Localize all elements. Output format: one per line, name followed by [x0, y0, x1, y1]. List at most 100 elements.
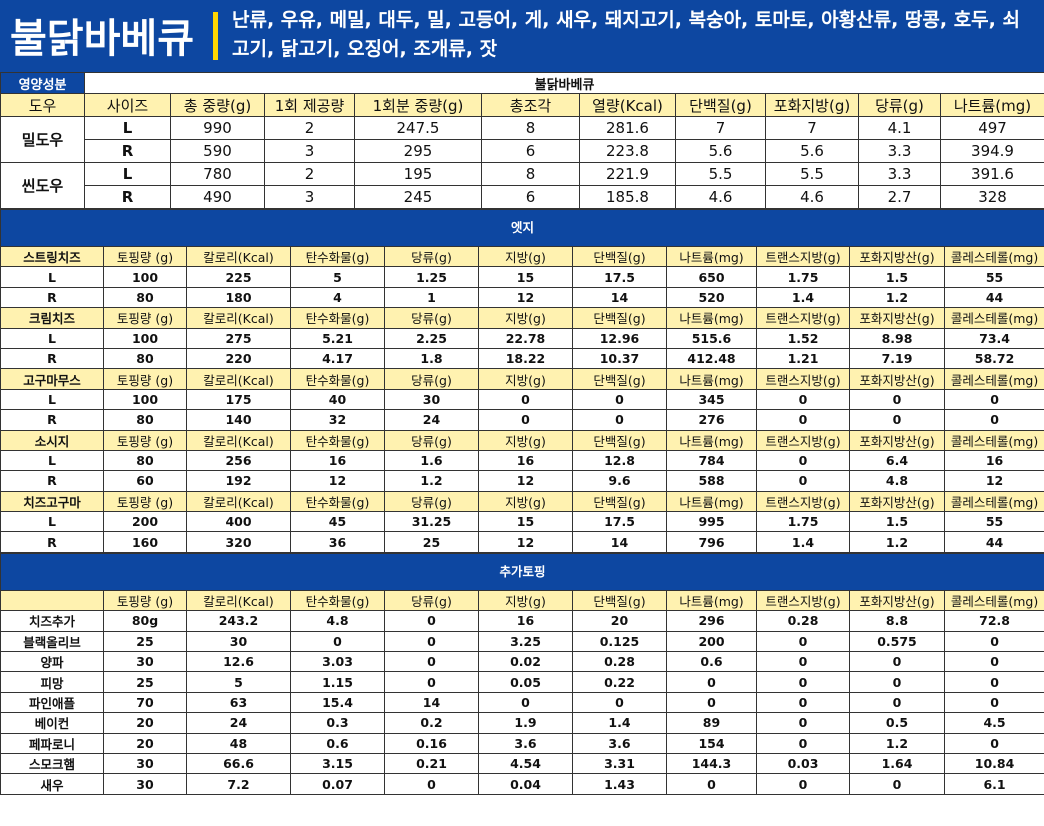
edge-column-header: 토핑량 (g) [103, 429, 187, 451]
value-cell: 1.6 [384, 449, 479, 472]
topping-row: 피망 25 5 1.15 0 0.05 0.22 0 0 0 0 [0, 671, 1044, 693]
value-cell: 1.52 [756, 327, 850, 349]
topping-name: 치즈추가 [0, 610, 104, 632]
value-cell: 4.6 [675, 185, 766, 209]
value-cell: 5.6 [675, 139, 766, 163]
value-cell: 0 [572, 409, 667, 431]
edge-row: R 60 192 12 1.2 12 9.6 588 0 4.8 12 [0, 470, 1044, 492]
edge-column-header: 콜레스테롤(mg) [943, 429, 1044, 451]
value-cell: 72.8 [943, 610, 1044, 632]
value-cell: 8 [481, 162, 580, 186]
value-cell: 18.22 [478, 347, 573, 370]
size-cell: R [84, 185, 171, 209]
value-cell: 0 [756, 470, 850, 492]
pizza-column-header: 당류(g) [858, 93, 941, 117]
size-cell: L [0, 327, 104, 349]
edge-column-header: 포화지방산(g) [849, 429, 945, 451]
topping-column-header: 나트륨(mg) [666, 589, 757, 612]
value-cell: 60 [103, 470, 187, 492]
value-cell: 0 [666, 773, 757, 795]
topping-name: 파인애플 [0, 691, 104, 714]
value-cell: 17.5 [572, 511, 667, 533]
value-cell: 140 [186, 409, 291, 431]
value-cell: 5.5 [675, 162, 766, 186]
value-cell: 0.03 [756, 752, 850, 775]
header-banner: 불닭바베큐 난류, 우유, 메밀, 대두, 밀, 고등어, 게, 새우, 돼지고… [0, 0, 1044, 72]
topping-name: 페파로니 [0, 732, 104, 754]
value-cell: 17.5 [572, 266, 667, 288]
edge-column-header: 지방(g) [478, 307, 573, 329]
value-cell: 1.5 [849, 511, 945, 533]
value-cell: 7.2 [186, 773, 291, 795]
value-cell: 515.6 [666, 327, 757, 349]
edge-column-header: 지방(g) [478, 429, 573, 451]
edge-column-header: 탄수화물(g) [290, 307, 385, 329]
topping-row: 페파로니 20 48 0.6 0.16 3.6 3.6 154 0 1.2 0 [0, 732, 1044, 754]
value-cell: 0 [943, 409, 1044, 431]
value-cell: 80 [103, 286, 187, 309]
value-cell: 0.3 [290, 712, 385, 734]
value-cell: 0.2 [384, 712, 479, 734]
value-cell: 0.125 [572, 630, 667, 653]
value-cell: 24 [384, 409, 479, 431]
edge-column-header: 포화지방산(g) [849, 307, 945, 329]
topping-name: 양파 [0, 651, 104, 673]
value-cell: 1.43 [572, 773, 667, 795]
topping-row: 치즈추가 80g 243.2 4.8 0 16 20 296 0.28 8.8 72.8 [0, 610, 1044, 632]
value-cell: 1.9 [478, 712, 573, 734]
value-cell: 25 [103, 630, 187, 653]
value-cell: 0 [756, 773, 850, 795]
value-cell: 80 [103, 409, 187, 431]
pizza-column-header: 열량(Kcal) [579, 93, 676, 117]
value-cell: 3 [264, 185, 355, 209]
edge-column-header: 콜레스테롤(mg) [943, 245, 1044, 268]
topping-header-row: 토핑량 (g) 칼로리(Kcal) 탄수화물(g) 당류(g) 지방(g) 단백질(g) 나… [0, 589, 1044, 612]
topping-row: 양파 30 12.6 3.03 0 0.02 0.28 0.6 0 0 0 [0, 651, 1044, 673]
value-cell: 200 [666, 630, 757, 653]
value-cell: 14 [572, 531, 667, 553]
value-cell: 195 [354, 162, 482, 186]
value-cell: 3.31 [572, 752, 667, 775]
value-cell: 0 [849, 409, 945, 431]
edge-column-header: 콜레스테롤(mg) [943, 490, 1044, 513]
value-cell: 0 [384, 671, 479, 693]
value-cell: 1.25 [384, 266, 479, 288]
value-cell: 1.4 [756, 286, 850, 309]
size-cell: R [0, 286, 104, 309]
edge-name: 스트링치즈 [0, 245, 104, 268]
edge-column-header: 칼로리(Kcal) [186, 245, 291, 268]
value-cell: 0.28 [572, 651, 667, 673]
edge-row: L 80 256 16 1.6 16 12.8 784 0 6.4 16 [0, 449, 1044, 472]
value-cell: 0 [478, 388, 573, 411]
value-cell: 3.03 [290, 651, 385, 673]
value-cell: 4.8 [849, 470, 945, 492]
value-cell: 12 [478, 470, 573, 492]
topping-name: 피망 [0, 671, 104, 693]
value-cell: 0.6 [666, 651, 757, 673]
value-cell: 0 [572, 388, 667, 411]
topping-row: 블랙올리브 25 30 0 0 3.25 0.125 200 0 0.575 0 [0, 630, 1044, 653]
value-cell: 31.25 [384, 511, 479, 533]
value-cell: 48 [186, 732, 291, 754]
value-cell: 1.8 [384, 347, 479, 370]
value-cell: 0 [384, 630, 479, 653]
value-cell: 1.2 [849, 732, 945, 754]
value-cell: 80 [103, 449, 187, 472]
value-cell: 2 [264, 116, 355, 140]
value-cell: 3.3 [858, 162, 941, 186]
value-cell: 990 [170, 116, 265, 140]
value-cell: 1.64 [849, 752, 945, 775]
edge-column-header: 당류(g) [384, 429, 479, 451]
edge-column-header: 토핑량 (g) [103, 490, 187, 513]
edge-group-header: 치즈고구마 토핑량 (g) 칼로리(Kcal) 탄수화물(g) 당류(g) 지방(g) 단백… [0, 490, 1044, 513]
title-divider [213, 12, 218, 60]
pizza-column-header: 사이즈 [84, 93, 171, 117]
value-cell: 2.7 [858, 185, 941, 209]
value-cell: 2 [264, 162, 355, 186]
topping-column-header: 지방(g) [478, 589, 573, 612]
edge-column-header: 토핑량 (g) [103, 368, 187, 390]
topping-column-header: 트랜스지방(g) [756, 589, 850, 612]
value-cell: 796 [666, 531, 757, 553]
value-cell: 780 [170, 162, 265, 186]
edge-column-header: 트랜스지방(g) [756, 429, 850, 451]
